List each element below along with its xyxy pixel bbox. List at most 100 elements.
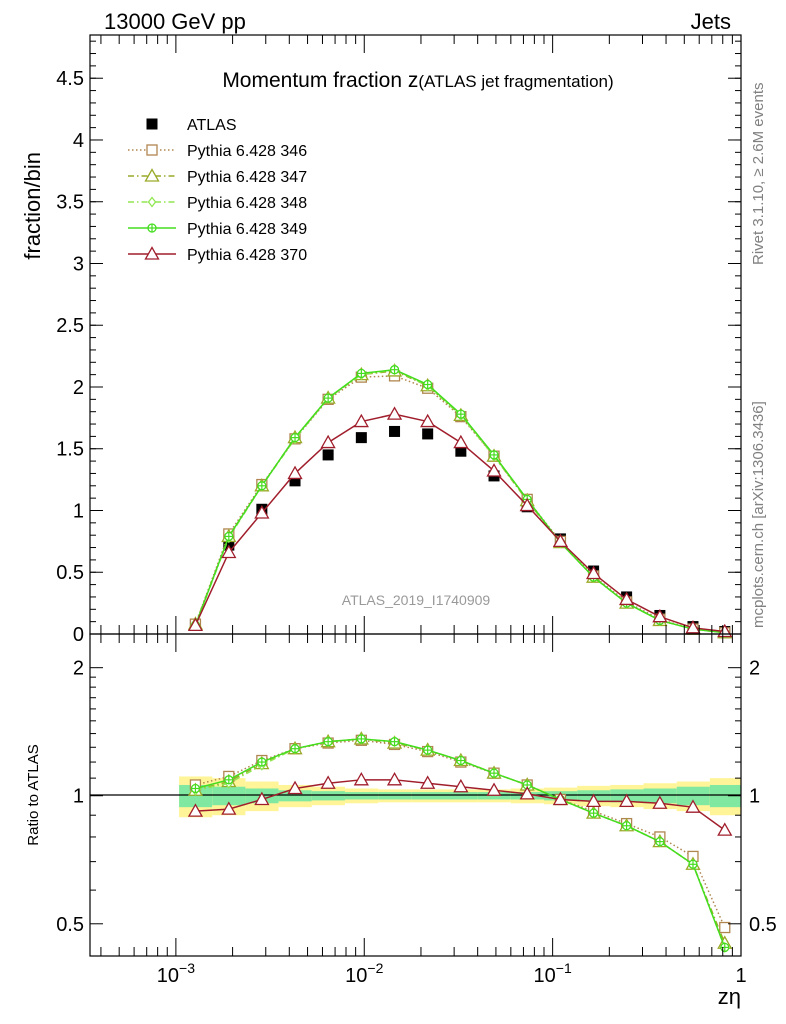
main-y-ticks: 0 0.5 1 1.5 2 2.5 3 3.5 4 4.5	[56, 40, 741, 646]
main-series-0-point-5	[355, 432, 367, 444]
main-series-5-point-5	[353, 413, 369, 428]
ratio-series-4-point-10	[519, 786, 535, 800]
main-title-text: Momentum fraction z	[222, 69, 418, 92]
inner-band-15	[676, 786, 710, 806]
main-series-5-point-9	[486, 463, 502, 477]
main-ytick-label-0: 0	[73, 624, 84, 646]
main-ytick-label-2: 1	[73, 500, 84, 522]
energy-label: 13000 GeV pp	[104, 9, 246, 34]
ratio-ytick-label-right-1: 1	[749, 786, 760, 808]
main-ytick-label-9: 4.5	[56, 68, 84, 90]
main-ytick-label-6: 3	[73, 253, 84, 275]
inner-band-5	[344, 792, 379, 800]
x-tick-exponent-1: −2	[367, 960, 383, 976]
legend: ATLAS Pythia 6.428 346 Pythia 6.428 347 Pyt…	[128, 117, 307, 264]
ratio-frame	[89, 633, 742, 957]
main-ytick-label-5: 2.5	[56, 315, 84, 337]
ratio-ytick-label-1: 1	[73, 786, 84, 808]
legend-marker-2	[144, 168, 160, 182]
x-tick-exponent-2: −1	[556, 960, 572, 976]
legend-marker-3	[147, 196, 157, 208]
ratio-series-4-point-13	[618, 793, 635, 808]
main-ytick-label-4: 2	[73, 377, 84, 399]
ratio-series-3-line	[195, 738, 726, 948]
main-subtitle-text: (ATLAS jet fragmentation)	[418, 72, 613, 91]
x-axis-label: zη	[718, 984, 741, 1009]
main-series-5-point-7	[420, 413, 436, 428]
main-series-5-point-14	[652, 608, 668, 623]
ratio-series-4-point-7	[420, 775, 436, 789]
x-tick-label-3: 1	[735, 965, 746, 987]
ratio-series-1-line	[195, 738, 726, 944]
ratio-series-4-point-15	[685, 799, 701, 813]
ratio-series-4-point-12	[585, 793, 602, 808]
ratio-y-axis-label: Ratio to ATLAS	[25, 744, 42, 845]
main-series-0-point-8	[455, 445, 467, 457]
legend-marker-5	[144, 246, 160, 260]
x-tick-label-0: 10−3	[157, 960, 195, 987]
inner-band-6	[378, 792, 412, 800]
main-series-0-point-3	[289, 475, 301, 487]
inner-band-7	[411, 792, 445, 800]
ratio-series-4	[187, 771, 733, 836]
legend-label-2: Pythia 6.428 347	[187, 169, 307, 186]
main-panel: 0 0.5 1 1.5 2 2.5 3 3.5 4 4.5 fraction/bin Moment…	[20, 34, 742, 646]
ratio-ytick-label-right-2: 2	[749, 658, 760, 680]
x-tick-label-1: 10−2	[345, 960, 383, 987]
main-y-axis-label: fraction/bin	[20, 152, 45, 260]
x-tick-exponent-0: −3	[179, 960, 195, 976]
main-series-0-point-4	[322, 449, 334, 461]
ratio-ytick-label-right-0: 0.5	[749, 914, 777, 936]
main-series-5-point-4	[320, 434, 336, 449]
main-x-ticks	[100, 35, 742, 634]
x-tick-label-2: 10−1	[534, 960, 572, 987]
legend-label-4: Pythia 6.428 349	[187, 221, 307, 238]
ratio-series-4-point-4	[320, 775, 336, 789]
rivet-label: Rivet 3.1.10, ≥ 2.6M events	[750, 83, 767, 266]
ratio-panel: 0.5 0.51 12 2 10−3 10−2 10−1 1 Ratio to ATLAS …	[25, 633, 777, 1009]
legend-label-5: Pythia 6.428 370	[187, 247, 307, 264]
ratio-series-4-point-8	[453, 778, 469, 793]
analysis-label: ATLAS_2019_I1740909	[342, 592, 491, 608]
main-series-5-point-8	[453, 434, 469, 449]
inner-band-4	[311, 791, 345, 801]
ratio-ytick-label-2: 2	[73, 658, 84, 680]
ratio-series-4-point-9	[486, 782, 502, 796]
ratio-series-4-point-2	[254, 791, 270, 806]
ratio-series-2-line	[195, 738, 726, 948]
ratio-ytick-label-0: 0.5	[56, 914, 84, 936]
main-title: Momentum fraction z(ATLAS jet fragmentat…	[222, 69, 613, 92]
legend-label-1: Pythia 6.428 346	[187, 143, 307, 160]
main-ytick-label-7: 3.5	[56, 192, 84, 214]
ratio-series-4-point-5	[353, 771, 369, 786]
main-series-5-point-1	[221, 544, 237, 559]
inner-band-3	[278, 790, 312, 802]
ratio-series-4-point-6	[386, 771, 403, 786]
legend-marker-0	[146, 118, 158, 130]
main-series-5-point-0	[187, 617, 204, 632]
ratio-series-4-point-1	[221, 801, 237, 815]
main-ytick-label-1: 0.5	[56, 562, 84, 584]
ratio-series-4-point-16	[717, 822, 733, 836]
process-label: Jets	[691, 9, 731, 34]
main-data-marks	[187, 363, 733, 639]
ratio-series-4-point-14	[652, 795, 668, 809]
ratio-series-0-point-16	[719, 921, 731, 934]
ratio-series-4-point-0	[187, 803, 204, 817]
main-series-5-point-2	[254, 505, 270, 519]
ratio-series-0-line	[195, 739, 726, 928]
main-ytick-label-3: 1.5	[56, 439, 84, 461]
legend-label-3: Pythia 6.428 348	[187, 195, 307, 212]
main-series-5-point-13	[618, 591, 635, 606]
main-ytick-label-8: 4	[73, 130, 84, 152]
inner-band-16	[709, 784, 741, 808]
main-series-5-point-15	[685, 620, 701, 634]
inner-band-8	[444, 792, 478, 800]
main-series-5-point-12	[585, 565, 602, 580]
ratio-series-4-point-3	[287, 780, 303, 795]
inner-band-0	[179, 784, 213, 808]
main-series-5-point-10	[519, 497, 535, 512]
legend-label-0: ATLAS	[187, 117, 237, 134]
inner-band-1	[212, 786, 246, 806]
